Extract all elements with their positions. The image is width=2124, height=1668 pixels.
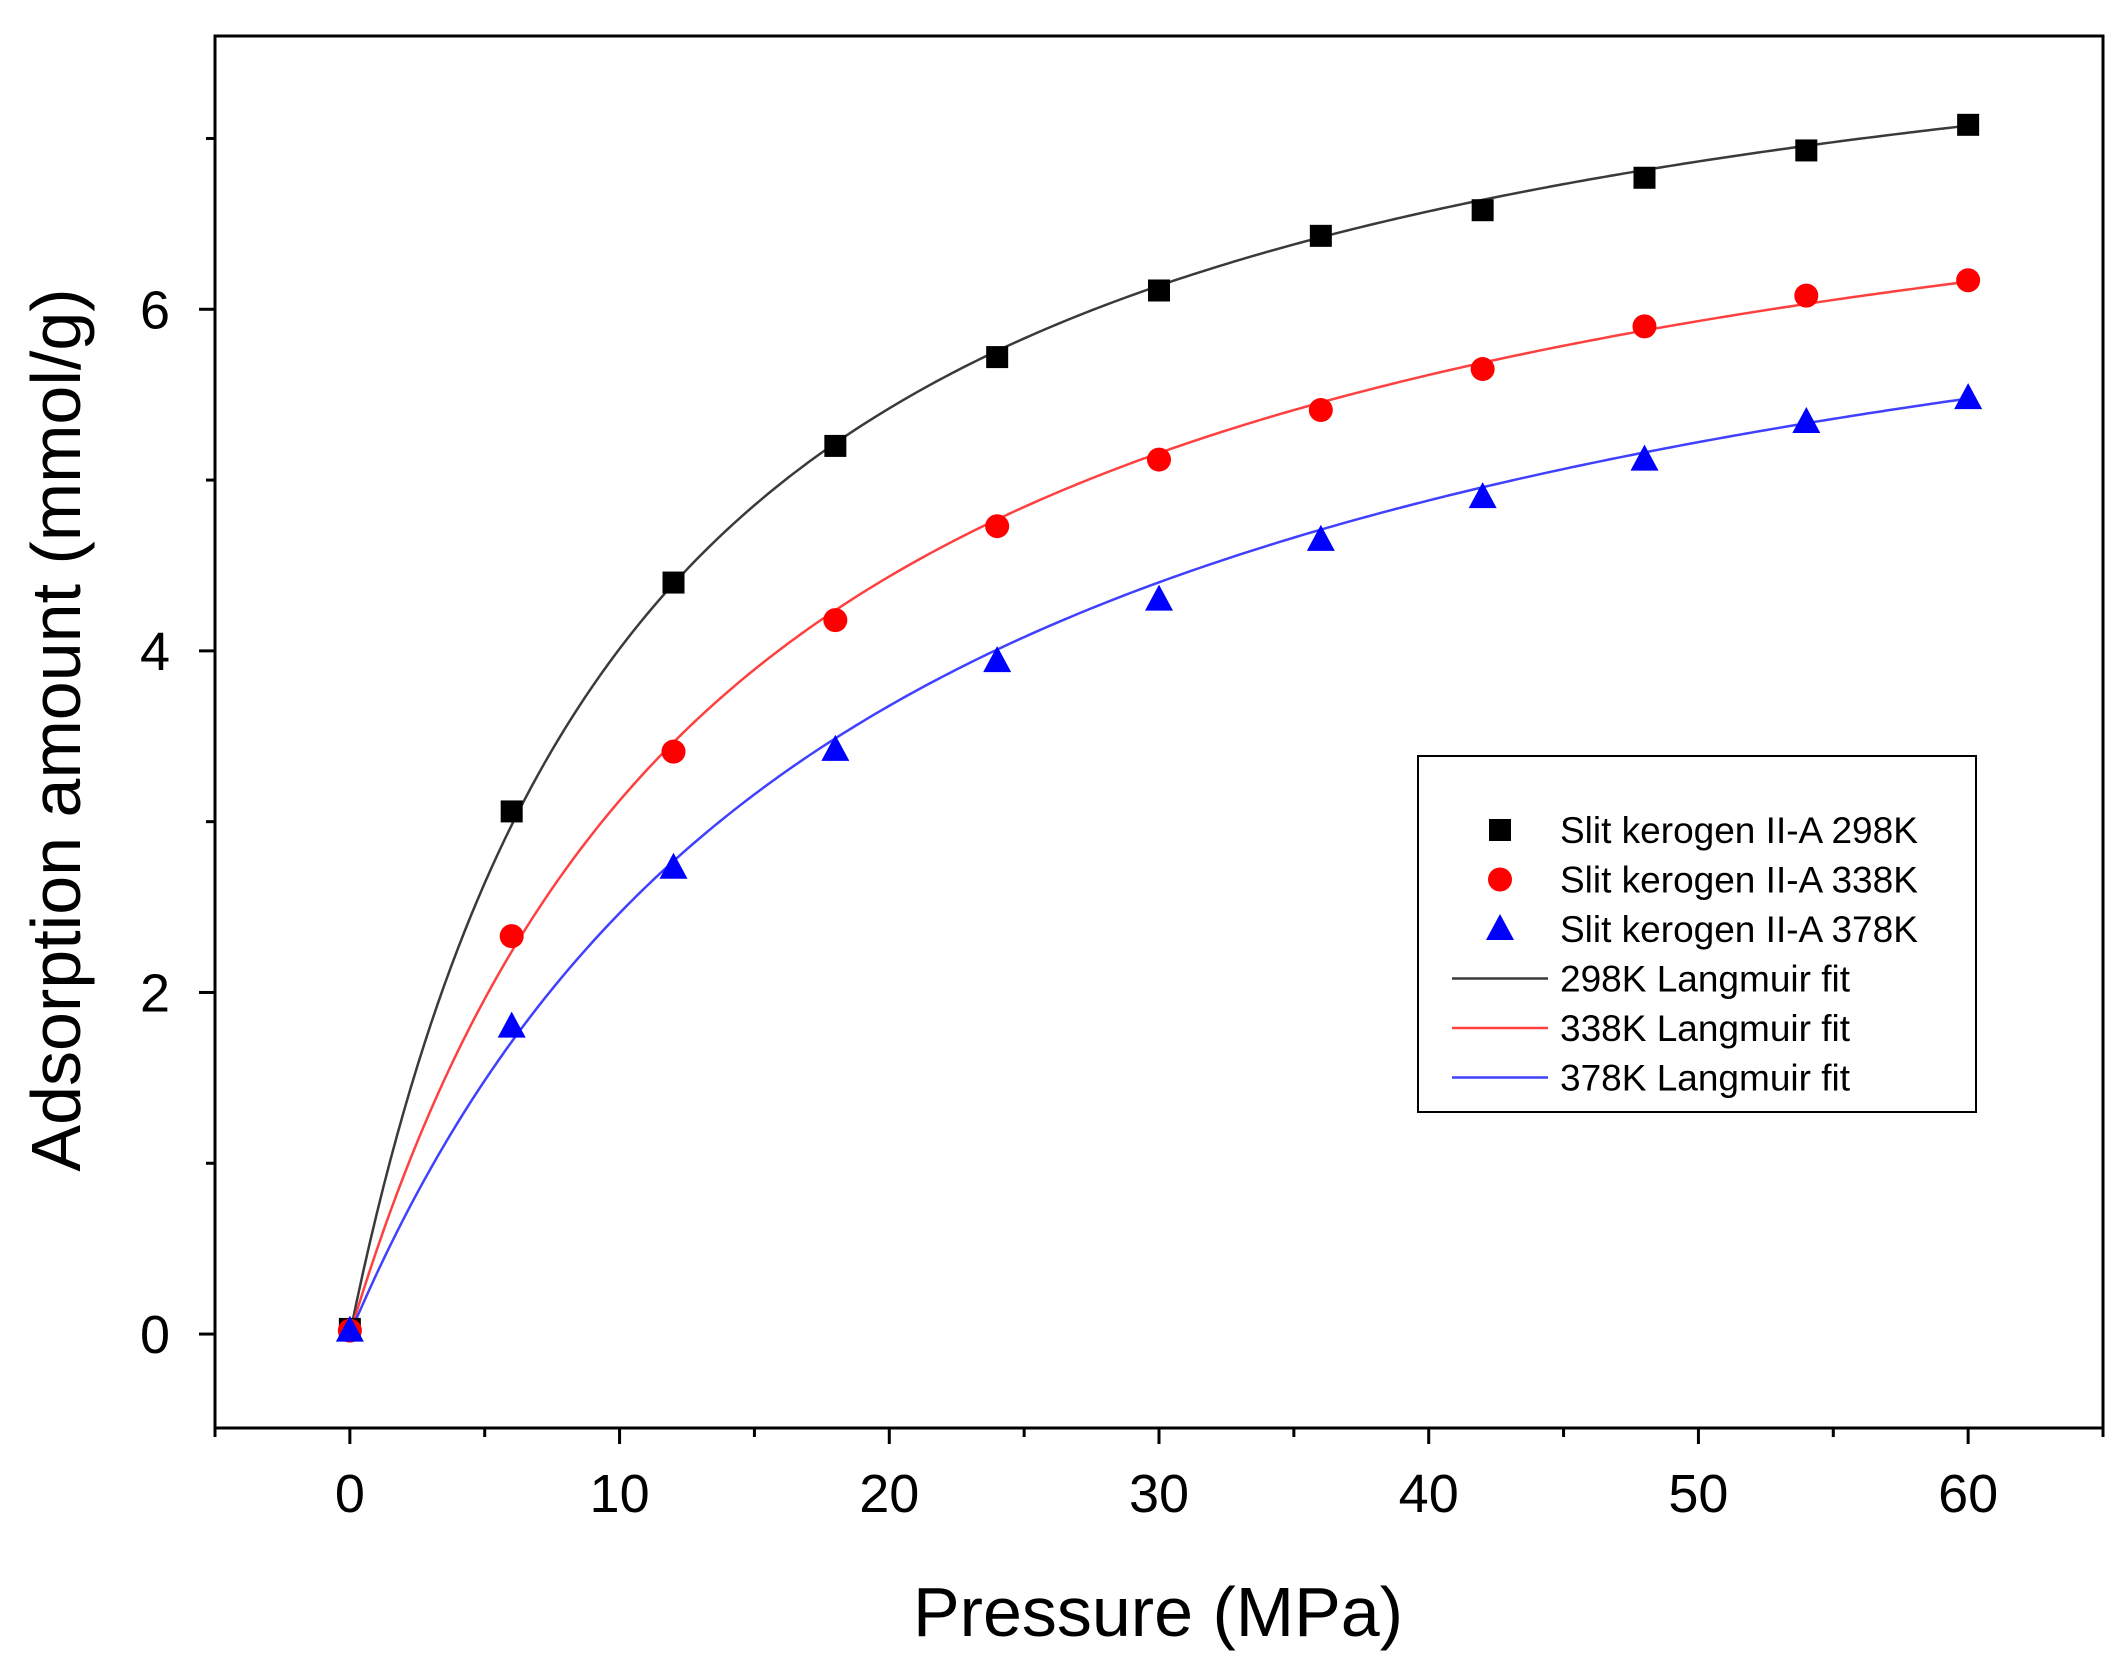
legend-label: Slit kerogen II-A 378K [1560,909,1918,950]
data-point-square [986,346,1009,369]
x-tick-label: 30 [1129,1464,1189,1524]
data-point-circle [1147,447,1171,472]
x-tick-label: 10 [590,1464,650,1524]
plot-frame [213,34,2105,1430]
data-point-triangle [335,1315,364,1342]
data-point-triangle [1792,407,1821,434]
legend-symbol-square [1489,819,1511,841]
data-point-circle [661,739,686,764]
legend-label: Slit kerogen II-A 298K [1560,810,1918,851]
data-point-triangle [1630,444,1659,471]
data-point-triangle [1145,584,1173,611]
x-axis-tick-labels: 0 10 20 30 40 50 60 [335,1464,1998,1524]
data-point-square [500,800,523,823]
x-tick-label: 20 [859,1464,919,1524]
data-point-triangle [983,646,1012,673]
legend-label: 378K Langmuir fit [1560,1058,1851,1099]
legend-box [1417,755,1977,1113]
x-tick-label: 40 [1399,1464,1459,1524]
data-point-circle [1956,268,1981,293]
data-point-triangle [497,1011,526,1038]
fit-line-298K [348,124,1969,1335]
data-point-circle [499,924,524,949]
y-axis-tick-labels: 0 2 4 6 [140,280,170,1365]
x-tick-label: 0 [335,1464,365,1524]
x-axis-title: Pressure (MPa) [913,1573,1403,1651]
data-point-circle [1632,314,1657,339]
data-point-circle [1308,398,1333,423]
data-point-square [1795,139,1818,162]
x-tick-label: 60 [1938,1464,1998,1524]
legend-label: 298K Langmuir fit [1560,959,1851,1000]
data-markers [335,113,1983,1343]
data-point-square [1148,279,1170,302]
data-point-square [1957,113,1980,136]
y-axis-ticks [199,136,215,1336]
legend: Slit kerogen II-A 298K Slit kerogen II-A … [1417,755,1977,1113]
data-point-triangle [821,734,850,761]
x-axis-ticks [213,1428,2105,1444]
data-point-square [1471,199,1494,222]
data-point-square [1309,224,1332,247]
y-tick-label: 0 [140,1305,170,1365]
data-point-square [662,571,685,594]
data-point-square [824,434,847,457]
fit-line-378K [348,397,1969,1335]
fit-lines [348,124,1969,1335]
legend-label: Slit kerogen II-A 338K [1560,860,1918,901]
data-point-circle [1794,283,1819,308]
data-point-circle [1470,357,1495,382]
data-point-triangle [1306,524,1335,551]
legend-symbol-circle [1488,867,1512,892]
data-point-circle [823,608,848,633]
legend-label: 338K Langmuir fit [1560,1008,1851,1049]
y-axis-title: Adsorption amount (mmol/g) [17,288,95,1171]
data-point-triangle [1954,383,1983,410]
x-tick-label: 50 [1668,1464,1728,1524]
data-point-triangle [659,852,688,879]
y-tick-label: 4 [140,622,170,682]
data-point-circle [985,514,1010,539]
data-point-square [1633,166,1656,189]
legend-symbol-triangle [1486,914,1514,940]
legend-entries: Slit kerogen II-A 298K Slit kerogen II-A … [1452,810,1918,1099]
data-point-triangle [1468,482,1497,509]
y-tick-label: 6 [140,280,170,340]
y-tick-label: 2 [140,963,170,1023]
